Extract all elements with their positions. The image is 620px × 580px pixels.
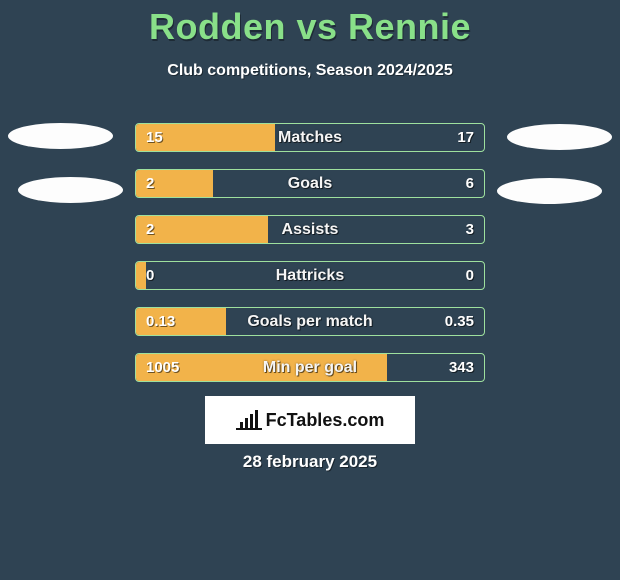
stat-row-fill: [136, 170, 213, 197]
stat-row: 0.130.35Goals per match: [135, 307, 485, 336]
stat-row: 1517Matches: [135, 123, 485, 152]
stat-right-value: 0.35: [445, 308, 474, 335]
stat-row-fill: [136, 124, 275, 151]
page-title: Rodden vs Rennie: [0, 0, 620, 48]
brand-text: FcTables.com: [266, 410, 385, 431]
player-left-image-bottom: [18, 177, 123, 203]
brand-badge: FcTables.com: [205, 396, 415, 444]
stat-right-value: 343: [449, 354, 474, 381]
stat-row: 26Goals: [135, 169, 485, 198]
stat-right-value: 17: [457, 124, 474, 151]
player-right-image-bottom: [497, 178, 602, 204]
stat-left-value: 0: [146, 262, 154, 289]
stat-right-value: 0: [466, 262, 474, 289]
footer-date: 28 february 2025: [0, 452, 620, 472]
bar-chart-icon: [236, 410, 262, 430]
stat-row-fill: [136, 262, 146, 289]
stat-right-value: 6: [466, 170, 474, 197]
stat-row-fill: [136, 216, 268, 243]
stat-row: 0 0Hattricks: [135, 261, 485, 290]
player-left-image-top: [8, 123, 113, 149]
comparison-bars: 1517Matches 26Goals 23Assists 0 0Hattricks 0.…: [135, 123, 485, 399]
page-subtitle: Club competitions, Season 2024/2025: [0, 62, 620, 80]
player-right-image-top: [507, 124, 612, 150]
stat-label: Hattricks: [136, 262, 484, 289]
stat-row-fill: [136, 308, 226, 335]
stat-row: 1005343Min per goal: [135, 353, 485, 382]
stat-row-fill: [136, 354, 387, 381]
stat-right-value: 3: [466, 216, 474, 243]
stat-row: 23Assists: [135, 215, 485, 244]
